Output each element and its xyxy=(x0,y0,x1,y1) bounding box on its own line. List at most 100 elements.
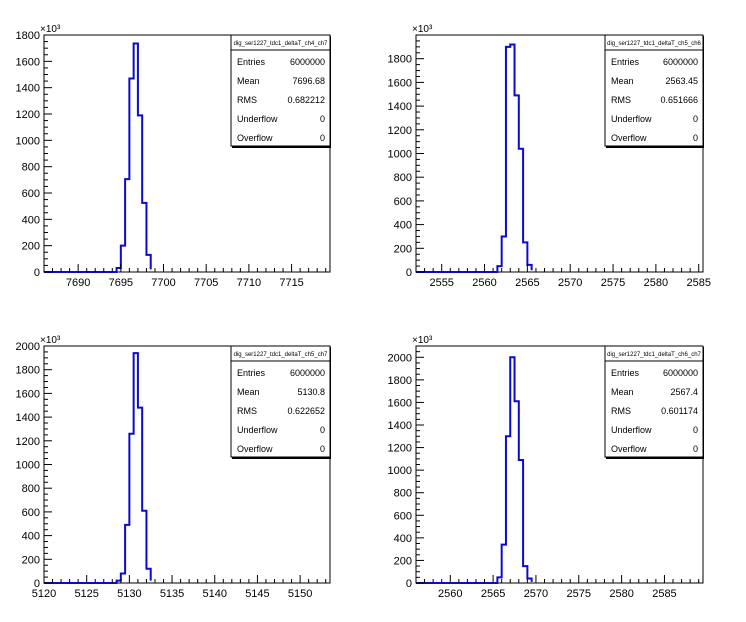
histogram-series xyxy=(416,356,533,584)
y-tick-label: 1800 xyxy=(16,365,40,377)
y-tick-label: 600 xyxy=(394,510,412,522)
stats-box-frame xyxy=(230,34,331,147)
y-tick-label: 800 xyxy=(22,162,40,174)
stats-label: Underflow xyxy=(611,425,652,435)
stats-value: 0 xyxy=(320,114,325,124)
stats-label: Mean xyxy=(611,387,634,397)
histogram-pad-3: 5120 5125 5130 5135 5140 5145 5150 0 200 400 600 80… xyxy=(16,335,331,600)
x-tick-label: 5130 xyxy=(117,588,141,600)
stats-box-title: dig_ser1227_tdc1_deltaT_ch4_ch7 xyxy=(234,41,328,47)
stats-value: 0 xyxy=(693,425,698,435)
stats-box: dig_ser1227_tdc1_deltaT_ch6_ch7 Entries 60… xyxy=(604,345,704,459)
stats-value: 6000000 xyxy=(290,57,325,67)
stats-value: 0.622652 xyxy=(287,406,325,416)
histogram-pad-2: 2555 2560 2565 2570 2575 2580 2585 0 200 400 600 80… xyxy=(388,24,711,289)
stats-label: Overflow xyxy=(237,444,273,454)
y-tick-label: 2000 xyxy=(388,352,412,364)
y-tick-label: 1200 xyxy=(388,443,412,455)
stats-box-title: dig_ser1227_tdc1_deltaT_ch5_ch6 xyxy=(607,41,701,47)
y-exponent-label: ×10³ xyxy=(412,335,433,346)
y-tick-label: 200 xyxy=(22,554,40,566)
y-exponent-label: ×10³ xyxy=(40,24,61,35)
stats-value: 6000000 xyxy=(290,368,325,378)
y-tick-label: 0 xyxy=(406,267,412,279)
stats-box-frame xyxy=(604,34,704,147)
y-tick-label: 1200 xyxy=(388,125,412,137)
stats-box-frame xyxy=(230,345,331,458)
stats-value: 0.601174 xyxy=(661,406,698,416)
stats-label: Underflow xyxy=(237,114,278,124)
x-tick-label: 7715 xyxy=(279,277,303,289)
stats-label: Entries xyxy=(237,368,266,378)
stats-label: RMS xyxy=(237,95,257,105)
y-tick-label: 1600 xyxy=(388,397,412,409)
stats-value: 0 xyxy=(320,133,325,143)
y-tick-label: 400 xyxy=(22,214,40,226)
stats-box: dig_ser1227_tdc1_deltaT_ch5_ch7 Entries 60… xyxy=(230,345,331,459)
stats-label: RMS xyxy=(611,406,631,416)
x-tick-label: 7705 xyxy=(194,277,218,289)
stats-value: 6000000 xyxy=(663,368,698,378)
x-tick-label: 2580 xyxy=(644,277,668,289)
y-tick-label: 1800 xyxy=(16,30,40,42)
y-tick-label: 1800 xyxy=(388,54,412,66)
y-tick-label: 1400 xyxy=(388,420,412,432)
x-tick-label: 2570 xyxy=(524,588,548,600)
x-tick-label: 2575 xyxy=(601,277,625,289)
stats-box-title: dig_ser1227_tdc1_deltaT_ch6_ch7 xyxy=(607,352,701,358)
y-tick-label: 400 xyxy=(394,533,412,545)
y-exponent-label: ×10³ xyxy=(412,24,433,35)
x-tick-label: 7690 xyxy=(66,277,90,289)
stats-label: Mean xyxy=(237,387,260,397)
x-tick-label: 2585 xyxy=(652,588,676,600)
stats-value: 0 xyxy=(693,133,698,143)
stats-value: 2563.45 xyxy=(665,76,698,86)
y-tick-label: 200 xyxy=(394,243,412,255)
y-tick-label: 1400 xyxy=(16,83,40,95)
stats-value: 5130.8 xyxy=(297,387,325,397)
y-tick-label: 0 xyxy=(406,578,412,590)
y-tick-label: 1600 xyxy=(388,77,412,89)
y-tick-label: 1400 xyxy=(388,101,412,113)
stats-value: 0 xyxy=(320,444,325,454)
x-tick-label: 5120 xyxy=(32,588,56,600)
stats-value: 0.682212 xyxy=(287,95,325,105)
y-tick-label: 600 xyxy=(22,507,40,519)
x-tick-label: 2580 xyxy=(609,588,633,600)
y-tick-label: 0 xyxy=(34,267,40,279)
y-tick-label: 1600 xyxy=(16,56,40,68)
y-tick-label: 1000 xyxy=(388,149,412,161)
x-tick-label: 2570 xyxy=(558,277,582,289)
stats-label: Entries xyxy=(611,57,640,67)
y-tick-label: 800 xyxy=(394,172,412,184)
stats-value: 2567.4 xyxy=(670,387,698,397)
y-exponent-label: ×10³ xyxy=(40,335,61,346)
y-tick-label: 200 xyxy=(394,555,412,567)
y-tick-label: 800 xyxy=(22,483,40,495)
histogram-series xyxy=(416,43,533,273)
x-tick-label: 2560 xyxy=(472,277,496,289)
stats-label: Entries xyxy=(237,57,266,67)
y-tick-label: 1800 xyxy=(388,375,412,387)
stats-box-title: dig_ser1227_tdc1_deltaT_ch5_ch7 xyxy=(234,352,328,358)
y-tick-label: 200 xyxy=(22,241,40,253)
y-tick-label: 1000 xyxy=(16,460,40,472)
y-tick-label: 1000 xyxy=(16,135,40,147)
stats-value: 0 xyxy=(320,425,325,435)
stats-value: 0.651666 xyxy=(660,95,698,105)
y-tick-label: 1200 xyxy=(16,436,40,448)
stats-label: Entries xyxy=(611,368,640,378)
y-tick-label: 1200 xyxy=(16,109,40,121)
stats-label: RMS xyxy=(237,406,257,416)
y-tick-label: 2000 xyxy=(16,341,40,353)
x-tick-label: 2565 xyxy=(481,588,505,600)
y-tick-label: 600 xyxy=(394,196,412,208)
x-tick-label: 5145 xyxy=(245,588,269,600)
y-tick-label: 600 xyxy=(22,188,40,200)
x-tick-label: 7710 xyxy=(237,277,261,289)
stats-label: Underflow xyxy=(611,114,652,124)
stats-label: Overflow xyxy=(611,133,647,143)
stats-box-frame xyxy=(604,345,704,458)
stats-label: Overflow xyxy=(237,133,273,143)
stats-box: dig_ser1227_tdc1_deltaT_ch5_ch6 Entries 60… xyxy=(604,34,704,148)
